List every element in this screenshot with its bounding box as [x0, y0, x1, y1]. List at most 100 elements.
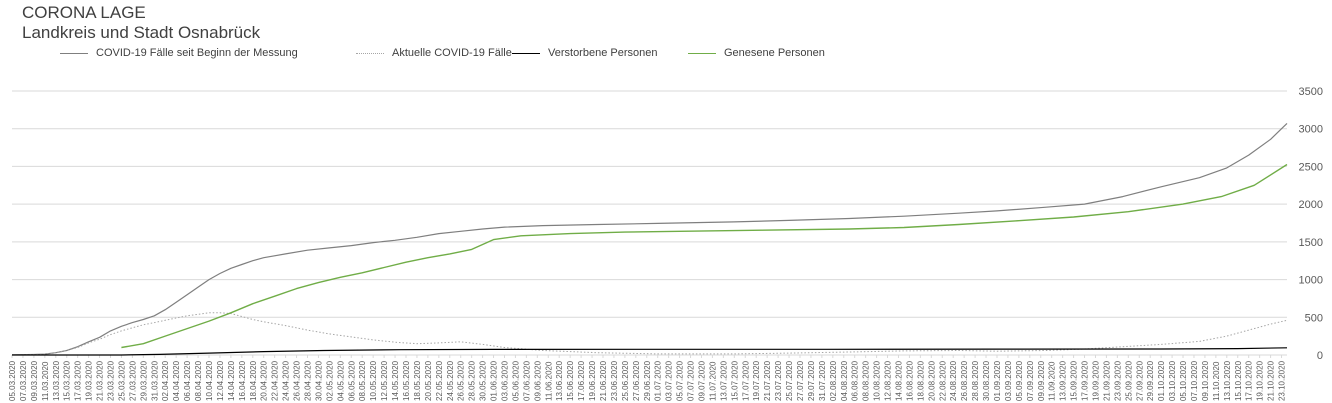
x-tick-label: 05.10.2020 — [1179, 360, 1188, 401]
x-tick-label: 05.06.2020 — [511, 360, 520, 401]
series-line-deaths — [12, 347, 1288, 356]
x-tick-label: 10.08.2020 — [873, 360, 882, 401]
x-tick-label: 21.09.2020 — [1102, 360, 1111, 401]
x-tick-label: 04.08.2020 — [840, 360, 849, 401]
x-tick-label: 11.10.2020 — [1212, 361, 1221, 401]
y-tick-label: 1500 — [1299, 237, 1323, 249]
x-tick-label: 23.06.2020 — [610, 360, 619, 401]
series-line-recovered — [121, 163, 1288, 349]
y-tick-label: 500 — [1305, 312, 1323, 324]
x-tick-label: 20.08.2020 — [927, 360, 936, 401]
x-tick-label: 24.05.2020 — [446, 360, 455, 401]
x-tick-label: 22.05.2020 — [435, 360, 444, 401]
x-tick-label: 15.06.2020 — [566, 360, 575, 401]
x-tick-label: 21.06.2020 — [599, 360, 608, 401]
x-tick-label: 13.10.2020 — [1223, 360, 1232, 401]
y-tick-label: 2500 — [1299, 161, 1323, 173]
x-tick-label: 30.05.2020 — [479, 360, 488, 401]
x-tick-label: 28.05.2020 — [468, 360, 477, 401]
x-tick-label: 13.09.2020 — [1059, 360, 1068, 401]
x-tick-label: 09.07.2020 — [697, 360, 706, 401]
x-tick-label: 06.05.2020 — [347, 360, 356, 401]
x-tick-label: 01.10.2020 — [1157, 360, 1166, 401]
x-tick-label: 24.04.2020 — [282, 360, 291, 401]
legend-label-deaths: Verstorbene Personen — [548, 47, 658, 59]
y-tick-label: 3500 — [1299, 86, 1323, 98]
x-tick-label: 23.10.2020 — [1278, 360, 1287, 401]
x-tick-label: 22.04.2020 — [271, 360, 280, 401]
x-tick-label: 01.06.2020 — [490, 360, 499, 401]
x-tick-label: 03.09.2020 — [1004, 360, 1013, 401]
x-tick-label: 13.06.2020 — [555, 360, 564, 401]
chart-title: CORONA LAGE — [22, 3, 146, 22]
x-tick-label: 16.04.2020 — [238, 360, 247, 401]
x-tick-label: 25.07.2020 — [785, 360, 794, 401]
legend-label-current-cases: Aktuelle COVID-19 Fälle — [392, 47, 512, 59]
x-tick-label: 09.09.2020 — [1037, 360, 1046, 401]
x-tick-label: 20.04.2020 — [260, 360, 269, 401]
x-tick-label: 06.08.2020 — [851, 360, 860, 401]
x-tick-label: 12.05.2020 — [380, 360, 389, 401]
x-tick-label: 28.08.2020 — [971, 360, 980, 401]
x-tick-label: 14.05.2020 — [391, 360, 400, 401]
x-tick-label: 03.07.2020 — [665, 360, 674, 401]
x-tick-label: 11.09.2020 — [1048, 361, 1057, 401]
x-tick-label: 17.09.2020 — [1081, 360, 1090, 401]
x-tick-label: 14.04.2020 — [227, 360, 236, 401]
x-tick-label: 03.10.2020 — [1168, 360, 1177, 401]
x-tick-label: 29.03.2020 — [139, 360, 148, 401]
legend-line-current-cases — [356, 53, 384, 54]
x-tick-label: 17.06.2020 — [577, 360, 586, 401]
x-tick-label: 12.08.2020 — [884, 360, 893, 401]
x-tick-label: 29.09.2020 — [1146, 360, 1155, 401]
legend-label-recovered: Genesene Personen — [724, 47, 825, 59]
x-tick-label: 23.03.2020 — [106, 360, 115, 401]
x-tick-label: 15.10.2020 — [1234, 360, 1243, 401]
x-tick-label: 07.10.2020 — [1190, 360, 1199, 401]
x-tick-label: 29.07.2020 — [807, 360, 816, 401]
x-tick-label: 02.08.2020 — [829, 360, 838, 401]
series-line-total-cases — [11, 122, 1288, 356]
x-tick-label: 04.05.2020 — [336, 360, 345, 401]
x-tick-label: 07.03.2020 — [19, 360, 28, 401]
x-tick-label: 17.10.2020 — [1245, 360, 1254, 401]
x-tick-label: 30.08.2020 — [982, 360, 991, 401]
x-tick-label: 11.03.2020 — [41, 361, 50, 401]
x-tick-label: 15.07.2020 — [730, 360, 739, 401]
x-tick-label: 21.07.2020 — [763, 360, 772, 401]
x-tick-label: 19.06.2020 — [588, 360, 597, 401]
x-tick-label: 02.05.2020 — [325, 360, 334, 401]
x-tick-label: 05.07.2020 — [676, 360, 685, 401]
x-tick-label: 10.04.2020 — [205, 360, 214, 401]
x-tick-label: 04.04.2020 — [172, 360, 181, 401]
x-tick-label: 01.09.2020 — [993, 360, 1002, 401]
x-tick-label: 24.08.2020 — [949, 360, 958, 401]
x-tick-label: 30.04.2020 — [314, 360, 323, 401]
x-tick-label: 06.04.2020 — [183, 360, 192, 401]
x-tick-label: 13.07.2020 — [719, 360, 728, 401]
legend-line-total-cases — [60, 53, 88, 54]
x-tick-label: 11.06.2020 — [544, 361, 553, 401]
x-tick-label: 21.10.2020 — [1267, 360, 1276, 401]
legend-label-total-cases: COVID-19 Fälle seit Beginn der Messung — [96, 47, 298, 59]
x-tick-label: 10.05.2020 — [369, 360, 378, 401]
x-tick-label: 25.06.2020 — [621, 360, 630, 401]
x-tick-label: 19.03.2020 — [85, 360, 94, 401]
x-tick-label: 05.03.2020 — [8, 360, 17, 401]
y-tick-label: 3000 — [1299, 124, 1323, 136]
x-tick-label: 17.03.2020 — [74, 360, 83, 401]
x-tick-label: 23.07.2020 — [774, 360, 783, 401]
x-tick-label: 05.09.2020 — [1015, 360, 1024, 401]
x-tick-label: 09.03.2020 — [30, 360, 39, 401]
x-tick-label: 17.07.2020 — [741, 360, 750, 401]
y-tick-label: 1000 — [1299, 275, 1323, 287]
x-tick-label: 08.04.2020 — [194, 360, 203, 401]
x-tick-label: 22.08.2020 — [938, 360, 947, 401]
x-tick-label: 29.06.2020 — [643, 360, 652, 401]
legend-line-deaths — [512, 53, 540, 54]
x-tick-label: 16.05.2020 — [402, 360, 411, 401]
x-tick-label: 02.04.2020 — [161, 360, 170, 401]
x-tick-label: 15.09.2020 — [1070, 360, 1079, 401]
x-tick-label: 16.08.2020 — [905, 360, 914, 401]
x-tick-label: 01.07.2020 — [654, 360, 663, 401]
